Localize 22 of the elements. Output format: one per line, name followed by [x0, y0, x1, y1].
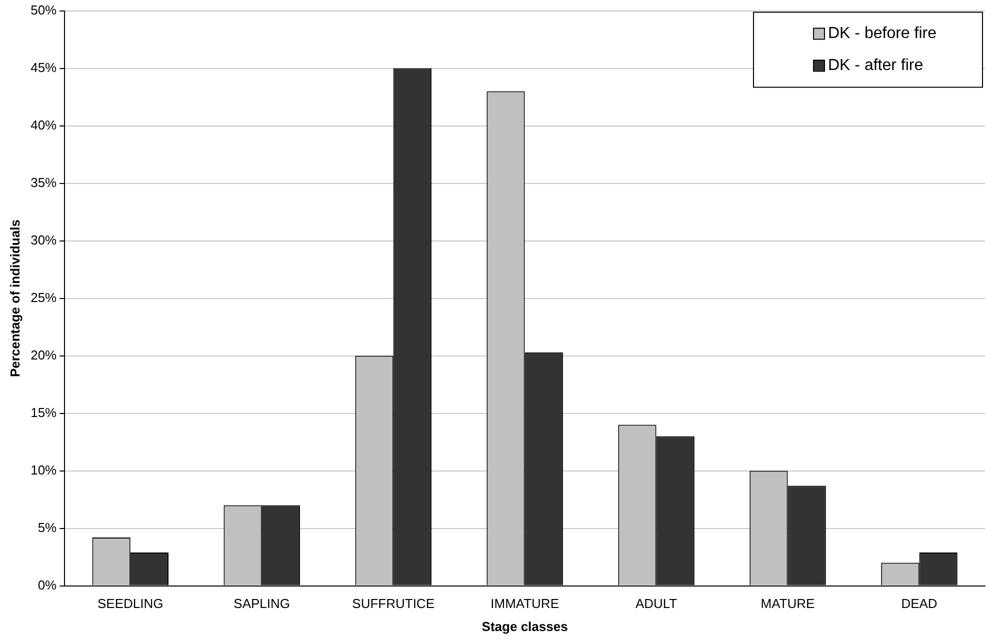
y-tick-label: 35% — [30, 174, 58, 190]
x-tick-label: IMMATURE — [490, 596, 560, 612]
y-tick-label: 30% — [30, 232, 58, 248]
y-tick-label: 20% — [30, 347, 58, 362]
y-tick-label: 5% — [38, 520, 58, 535]
y-tick-label: 15% — [30, 404, 58, 420]
y-tick-label: 10% — [30, 462, 58, 478]
legend-label: DK - after fire — [828, 57, 924, 74]
x-tick-label: SAPLING — [234, 596, 290, 612]
x-tick-label: ADULT — [635, 596, 678, 612]
y-tick-label: 45% — [30, 60, 58, 75]
legend-label: DK - before fire — [828, 25, 937, 42]
x-axis-title: Stage classes — [482, 618, 568, 634]
x-tick-label: MATURE — [760, 596, 816, 612]
y-tick-label: 40% — [30, 117, 58, 132]
x-tick-label: SUFFRUTICE — [352, 596, 435, 612]
y-axis-title: Percentage of individuals — [7, 220, 22, 378]
y-tick-label: 0% — [38, 577, 58, 592]
x-tick-label: DEAD — [901, 596, 938, 612]
x-tick-label: SEEDLING — [97, 596, 164, 612]
y-tick-label: 50% — [30, 2, 58, 18]
y-tick-label: 25% — [30, 290, 58, 305]
